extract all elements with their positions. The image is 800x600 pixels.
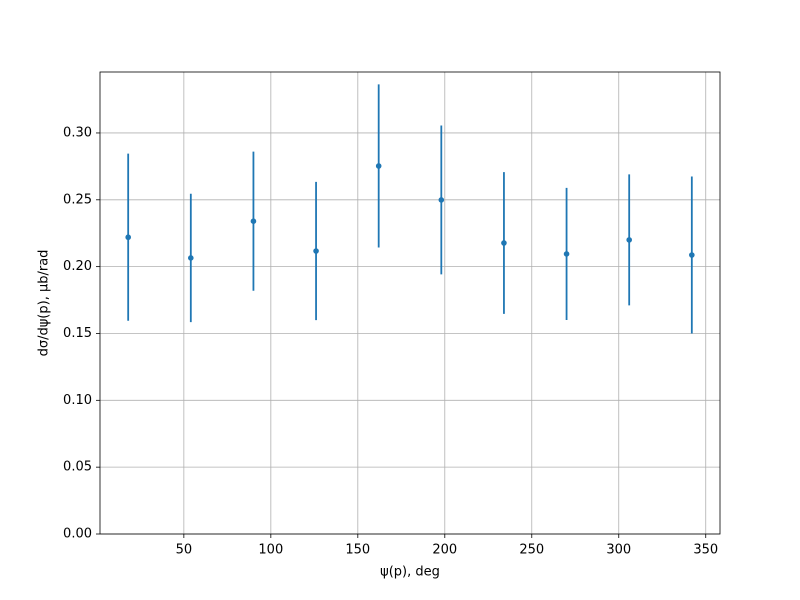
data-point xyxy=(689,252,695,258)
x-tick-label: 100 xyxy=(258,543,283,558)
data-point xyxy=(626,237,632,243)
y-tick-label: 0.10 xyxy=(63,393,92,408)
plot-frame xyxy=(99,71,721,535)
y-tick-label: 0.00 xyxy=(63,527,92,542)
x-tick-label: 350 xyxy=(693,543,718,558)
data-point xyxy=(375,163,382,169)
x-axis-label: ψ(p), deg xyxy=(380,565,440,580)
x-tick-label: 150 xyxy=(345,543,370,558)
data-point xyxy=(501,240,507,246)
x-tick-label: 250 xyxy=(519,543,544,558)
x-tick-label: 300 xyxy=(606,543,631,558)
y-tick-label: 0.15 xyxy=(63,326,92,341)
y-tick-label: 0.20 xyxy=(63,259,92,274)
grid xyxy=(100,72,720,535)
data-point xyxy=(188,255,194,261)
x-tick-label: 200 xyxy=(432,543,457,558)
y-axis-label: dσ/dψ(p), μb/rad xyxy=(37,250,52,357)
data-point xyxy=(313,248,319,254)
x-tick-label: 50 xyxy=(176,543,193,558)
y-tick-label: 0.05 xyxy=(63,460,92,475)
data-point xyxy=(250,218,257,224)
data-point xyxy=(563,251,570,257)
y-tick-label: 0.30 xyxy=(63,125,92,140)
data-point xyxy=(438,197,445,203)
y-tick-label: 0.25 xyxy=(63,192,92,207)
data-point xyxy=(125,234,131,241)
